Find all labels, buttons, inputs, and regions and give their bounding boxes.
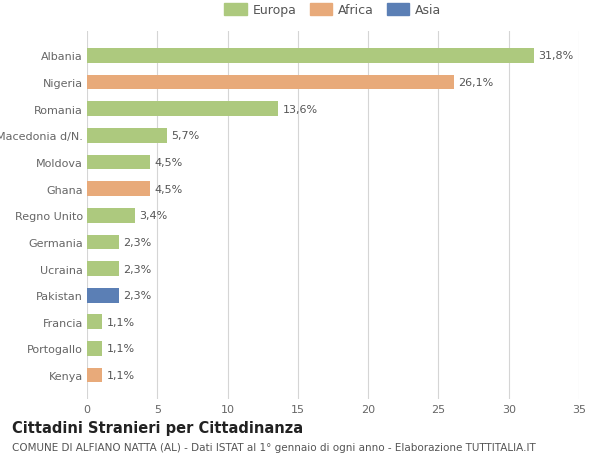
- Bar: [87, 129, 167, 143]
- Bar: [87, 208, 135, 223]
- Text: 1,1%: 1,1%: [107, 344, 135, 354]
- Bar: [87, 262, 119, 276]
- Text: 3,4%: 3,4%: [139, 211, 167, 221]
- Text: 26,1%: 26,1%: [458, 78, 493, 88]
- Bar: [87, 315, 103, 330]
- Text: 4,5%: 4,5%: [154, 157, 183, 168]
- Bar: [87, 102, 278, 117]
- Text: COMUNE DI ALFIANO NATTA (AL) - Dati ISTAT al 1° gennaio di ogni anno - Elaborazi: COMUNE DI ALFIANO NATTA (AL) - Dati ISTA…: [12, 442, 536, 452]
- Text: 13,6%: 13,6%: [283, 104, 317, 114]
- Text: 5,7%: 5,7%: [172, 131, 200, 141]
- Text: 1,1%: 1,1%: [107, 370, 135, 381]
- Bar: [87, 75, 454, 90]
- Text: 2,3%: 2,3%: [124, 237, 152, 247]
- Bar: [87, 49, 534, 63]
- Text: 31,8%: 31,8%: [538, 51, 574, 61]
- Text: 4,5%: 4,5%: [154, 184, 183, 194]
- Bar: [87, 341, 103, 356]
- Bar: [87, 235, 119, 250]
- Bar: [87, 155, 150, 170]
- Text: 1,1%: 1,1%: [107, 317, 135, 327]
- Text: 2,3%: 2,3%: [124, 291, 152, 301]
- Bar: [87, 182, 150, 196]
- Bar: [87, 368, 103, 383]
- Legend: Europa, Africa, Asia: Europa, Africa, Asia: [220, 0, 446, 22]
- Bar: [87, 288, 119, 303]
- Text: 2,3%: 2,3%: [124, 264, 152, 274]
- Text: Cittadini Stranieri per Cittadinanza: Cittadini Stranieri per Cittadinanza: [12, 420, 303, 435]
